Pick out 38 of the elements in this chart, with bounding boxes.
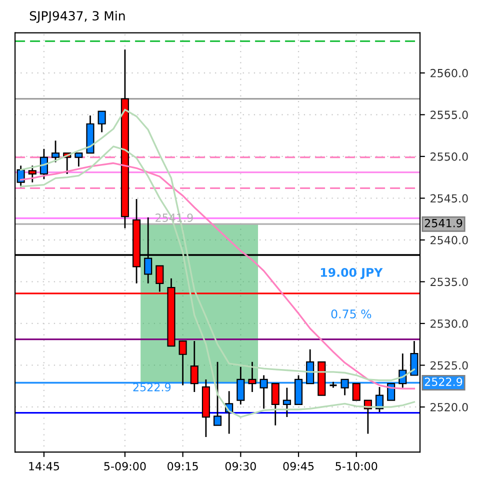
candlestick bbox=[213, 361, 222, 426]
candlestick bbox=[190, 340, 198, 393]
candlestick bbox=[74, 152, 83, 168]
candlestick bbox=[248, 361, 256, 393]
candlestick bbox=[387, 383, 396, 401]
x-tick-label: 5-10:00 bbox=[336, 462, 378, 470]
y-tick-label: 2560.0 bbox=[430, 68, 468, 78]
y-tick-label: 2555.0 bbox=[430, 110, 468, 120]
candlestick bbox=[260, 374, 268, 410]
candlestick bbox=[98, 110, 106, 133]
y-tick-label: 2520.0 bbox=[430, 402, 468, 412]
x-tick-label: 14:45 bbox=[29, 462, 59, 470]
chart-title: SJPJ9437, 3 Min bbox=[30, 10, 125, 23]
y-tick-label: 2540.0 bbox=[430, 236, 468, 244]
x-tick-label: 09:45 bbox=[283, 462, 314, 470]
line-series bbox=[20, 146, 416, 418]
x-tick-label: 09:15 bbox=[168, 462, 198, 470]
x-tick-label: 5-09:00 bbox=[104, 462, 146, 470]
annotation: 0.75 % bbox=[331, 309, 372, 318]
candlestick bbox=[306, 348, 314, 384]
y-tick-label: 2550.0 bbox=[430, 152, 468, 161]
text: 2541.9 bbox=[424, 218, 462, 228]
candlestick bbox=[178, 340, 187, 386]
text: 2522.9 bbox=[424, 378, 462, 386]
y-tick-label: 2530.0 bbox=[430, 319, 468, 328]
candlestick bbox=[236, 366, 245, 406]
x-tick-label: 09:30 bbox=[225, 462, 256, 470]
candlestick bbox=[282, 387, 291, 418]
candlestick bbox=[52, 140, 60, 163]
candlestick bbox=[352, 383, 360, 401]
annotation: 19.00 JPY bbox=[320, 268, 383, 280]
y-tick-label: 2535.0 bbox=[430, 278, 468, 286]
candlestick bbox=[28, 164, 36, 184]
candlestick bbox=[271, 382, 280, 426]
candlestick bbox=[340, 378, 349, 396]
y-tick-label: 2525.0 bbox=[430, 361, 468, 370]
candlestick bbox=[40, 148, 48, 180]
y-tick-label: 2545.0 bbox=[430, 194, 468, 203]
